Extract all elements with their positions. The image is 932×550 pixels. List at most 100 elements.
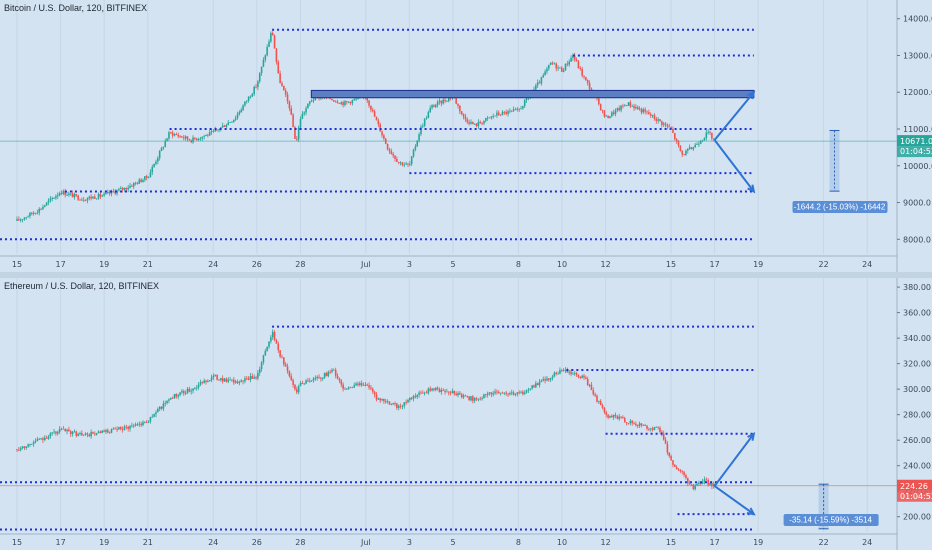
eth-chart-svg[interactable]: -35.14 (-15.59%) -3514 380.00 360.00 340.00… [0,278,932,550]
candle-body [247,378,250,380]
candle-body [47,200,50,203]
candle-body [177,395,180,397]
price-tick-label: 10000.0 [903,162,932,171]
candle-body [546,68,548,72]
candle-body [349,101,352,104]
candle-body [207,134,209,136]
candle-body [147,177,150,179]
candle-body [611,112,613,117]
candle-body [179,136,181,138]
candle-body [590,384,593,391]
candle-body [62,428,65,430]
measure-range[interactable] [818,484,829,529]
candle-body [192,137,194,143]
candle-body [23,217,26,220]
candle-body [599,104,602,111]
candle-body [651,428,654,430]
projection-arrow-down[interactable] [714,485,755,515]
candle-body [333,369,335,371]
pane-divider[interactable] [0,272,932,278]
candle-body [221,125,224,128]
candle-body [466,395,469,397]
candle-body [338,378,341,381]
candle-body [494,115,496,117]
candle-body [692,147,695,150]
candle-body [644,109,646,112]
candle-body [169,132,172,134]
btc-chart-svg[interactable]: -1644.2 (-15.03%) -16442 14000.0 13000.0 12… [0,0,932,272]
candle-body [166,138,168,142]
candle-body [429,388,432,391]
candle-body [572,373,574,375]
candle-body [279,73,281,84]
candle-body [258,369,261,373]
candle-body [55,196,57,199]
candle-body [323,372,326,378]
candle-body [49,198,52,201]
candle-body [375,116,378,121]
candle-body [242,105,244,110]
projection-arrow-up[interactable] [713,433,755,487]
candle-body [23,446,26,449]
projection-arrow-up-head [747,90,756,100]
candle-body [386,143,389,150]
candle-body [423,392,426,394]
candle-body [262,355,265,363]
candle-body [247,96,250,101]
candle-body [659,427,661,432]
candle-body [599,400,602,406]
candle-body [179,392,181,396]
candle-body [672,128,674,133]
candle-body [535,383,537,388]
candle-body [427,111,430,119]
candle-body [664,123,667,125]
candle-body [586,378,589,386]
measure-range[interactable] [829,130,840,192]
candle-body [501,111,504,116]
candle-body [84,433,87,435]
candle-body [257,81,259,88]
candle-body [418,134,420,141]
candle-body [568,61,570,65]
candle-body [32,442,35,444]
candle-body [412,149,415,157]
candle-body [377,120,380,125]
resistance-zone[interactable] [310,89,755,99]
candle-body [190,390,192,392]
candle-body [494,391,496,394]
candle-body [142,422,144,426]
time-tick-label: 19 [99,260,109,269]
candle-body [623,105,626,107]
candle-body [60,428,63,430]
projection-arrow-down[interactable] [713,139,755,193]
candle-body [442,99,444,104]
candle-body [614,110,617,115]
candle-body [284,90,287,95]
candle-body [116,429,118,431]
time-tick-label: 28 [295,260,305,269]
candle-body [68,193,70,195]
projection-arrow-up[interactable] [713,91,755,141]
candle-body [646,425,648,429]
candle-body [166,400,168,404]
candle-body [399,405,402,407]
candle-body [16,219,18,221]
candle-body [123,187,126,190]
candle-body [119,426,122,430]
candle-body [585,77,587,80]
eth-chart-pane[interactable]: -35.14 (-15.59%) -3514 380.00 360.00 340.00… [0,278,932,550]
candle-body [705,479,708,481]
candle-body [153,164,155,167]
candle-body [460,394,463,398]
candle-body [623,418,626,423]
candle-body [290,376,293,380]
measure-label-box [783,514,879,526]
btc-chart-pane[interactable]: -1644.2 (-15.03%) -16442 14000.0 13000.0 12… [0,0,932,272]
candle-body [674,132,676,140]
candle-body [594,394,596,396]
time-tick-label: 17 [710,538,720,547]
candle-body [92,432,94,434]
candle-body [397,405,400,409]
candle-body [683,471,685,476]
price-tick-label: 8000.0 [903,235,931,244]
